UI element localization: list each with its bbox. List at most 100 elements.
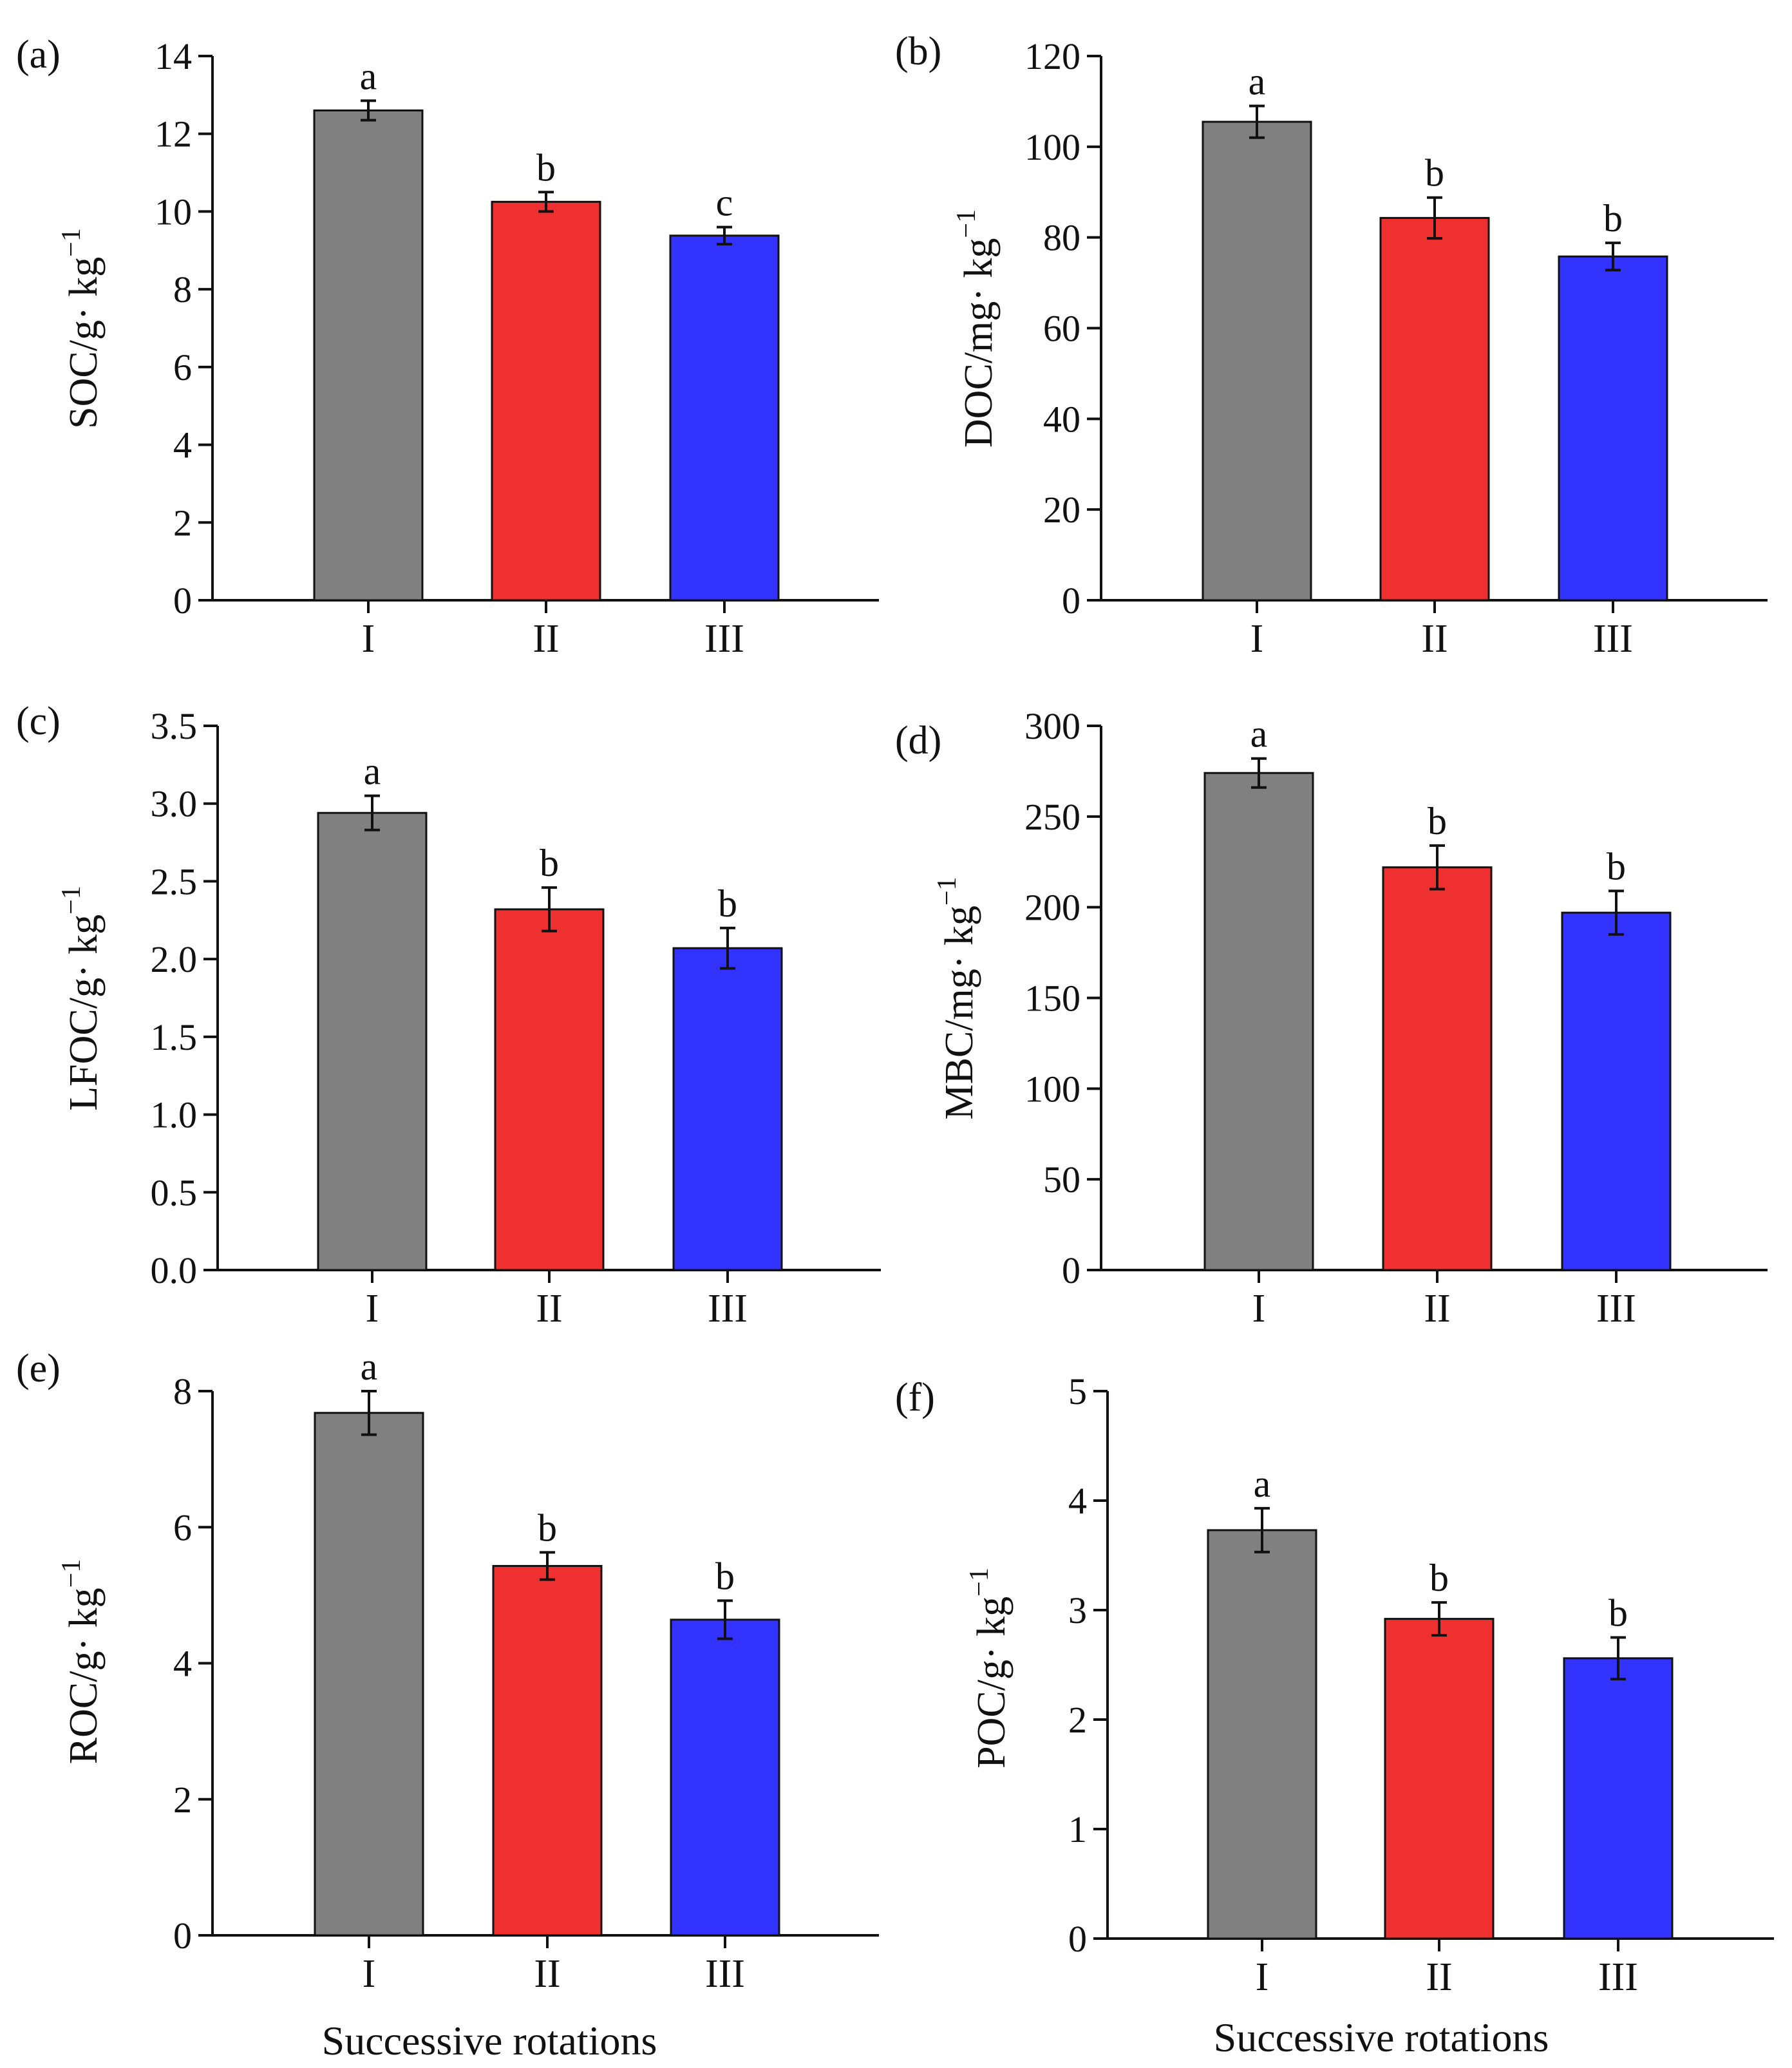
y-axis-title: ROC/g· kg−1 (57, 1559, 106, 1765)
y-tick-label: 0.5 (151, 1172, 198, 1213)
y-axis-title-exponent: −1 (965, 1568, 994, 1597)
x-tick-label: III (1596, 1287, 1636, 1331)
panel-label: (f) (895, 1376, 935, 1419)
y-tick-label: 3 (1068, 1589, 1087, 1631)
significance-letter: b (1425, 152, 1444, 194)
y-tick-label: 10 (155, 191, 192, 232)
y-tick-label: 0 (173, 580, 192, 621)
bar-III (1561, 911, 1672, 1271)
y-tick-label: 12 (155, 113, 192, 155)
x-tick-label: I (1252, 1287, 1266, 1331)
bar-I (1202, 120, 1312, 602)
y-tick-label: 0 (1062, 580, 1080, 621)
y-tick-label: 300 (1024, 705, 1080, 747)
y-tick-label: 8 (173, 1371, 192, 1412)
significance-letter: a (1254, 1463, 1271, 1505)
bar-III (1563, 1657, 1674, 1940)
x-tick-label: III (708, 1287, 748, 1331)
bar-I (314, 1412, 424, 1937)
y-tick-label: 4 (173, 1643, 192, 1685)
x-tick-label: III (704, 617, 744, 661)
y-tick-label: 4 (1068, 1480, 1087, 1522)
y-tick-label: 80 (1043, 217, 1080, 259)
x-tick-label: III (1593, 617, 1633, 661)
x-tick-label: II (1424, 1287, 1450, 1331)
y-tick-label: 0 (1062, 1249, 1080, 1291)
bar-I (1207, 1529, 1317, 1940)
y-tick-label: 100 (1024, 126, 1080, 168)
bar-III (672, 947, 783, 1271)
bar-II (494, 908, 605, 1271)
significance-letter: b (1607, 845, 1626, 887)
y-axis-title-exponent: −1 (57, 228, 86, 257)
significance-letter: a (1250, 713, 1268, 755)
y-tick-label: 20 (1043, 489, 1080, 531)
significance-letter: a (361, 1345, 378, 1388)
bar-II (1382, 866, 1493, 1271)
y-tick-label: 2 (173, 502, 192, 544)
y-tick-label: 2 (1068, 1699, 1087, 1741)
y-tick-label: 50 (1043, 1159, 1080, 1200)
significance-letter: a (360, 55, 377, 97)
y-tick-label: 0.0 (151, 1249, 198, 1291)
panel-e: (e) 0 2 4 6 8 ROC/g· kg−1 a Ib II b III (16, 1345, 879, 1996)
y-tick-label: 5 (1068, 1371, 1087, 1412)
panel-f: (f) 0 1 2 3 4 5 POC/g· kg−1 a Ib II b III (895, 1371, 1774, 1999)
x-tick-label: I (362, 617, 375, 661)
significance-letter: b (715, 1555, 735, 1597)
y-tick-label: 14 (155, 35, 192, 77)
y-tick-label: 2 (173, 1779, 192, 1821)
x-tick-label: II (533, 617, 559, 661)
y-axis-title-exponent: −1 (57, 886, 86, 915)
y-axis-title-exponent: −1 (932, 877, 962, 906)
y-tick-label: 40 (1043, 398, 1080, 440)
panel-label: (d) (895, 719, 941, 763)
y-tick-label: 1 (1068, 1808, 1087, 1850)
y-tick-label: 3.5 (151, 705, 198, 747)
y-tick-label: 0 (173, 1915, 192, 1957)
significance-letter: b (540, 842, 559, 884)
y-tick-label: 4 (173, 424, 192, 466)
bar-II (1384, 1618, 1495, 1940)
x-axis-title-left: Successive rotations (322, 2018, 657, 2063)
panel-b: (b) 0 20 40 60 80 100 120 DOC/mg· kg−1 a Ib II b III (895, 30, 1768, 661)
bar-III (1558, 255, 1668, 602)
x-tick-label: I (1250, 617, 1264, 661)
significance-letter: b (718, 882, 737, 925)
y-tick-label: 6 (173, 1506, 192, 1548)
significance-letter: b (1429, 1557, 1449, 1599)
panel-label: (a) (16, 33, 61, 77)
significance-letter: a (1249, 60, 1266, 102)
x-tick-label: III (1598, 1955, 1638, 1999)
y-axis-title-exponent: −1 (952, 209, 981, 238)
y-tick-label: 250 (1024, 796, 1080, 838)
y-tick-label: 0 (1068, 1918, 1087, 1960)
x-tick-label: I (366, 1287, 379, 1331)
y-tick-label: 3.0 (151, 783, 198, 825)
y-tick-label: 2.5 (151, 860, 198, 902)
significance-letter: b (1428, 800, 1447, 842)
bar-I (313, 109, 424, 602)
y-axis-title: POC/g· kg−1 (965, 1568, 1014, 1769)
panel-label: (b) (895, 30, 941, 73)
y-tick-label: 150 (1024, 978, 1080, 1020)
bar-III (669, 234, 780, 602)
panel-d: (d) 0 50 100 150 200 250 300 MBC/mg· kg−1 a Ib II b I… (895, 705, 1768, 1331)
y-tick-label: 8 (173, 269, 192, 310)
significance-letter: b (536, 146, 556, 189)
y-tick-label: 1.0 (151, 1094, 198, 1136)
x-tick-label: II (1421, 617, 1448, 661)
significance-letter: a (364, 750, 381, 793)
bar-II (1379, 216, 1490, 602)
x-tick-label: II (534, 1952, 560, 1996)
panel-label: (c) (16, 699, 61, 743)
y-tick-label: 6 (173, 346, 192, 388)
y-axis-title: DOC/mg· kg−1 (952, 209, 1001, 448)
bar-III (670, 1618, 780, 1937)
y-tick-label: 60 (1043, 308, 1080, 350)
x-tick-label: II (1426, 1955, 1452, 1999)
y-tick-label: 200 (1024, 887, 1080, 929)
y-tick-label: 1.5 (151, 1016, 198, 1058)
